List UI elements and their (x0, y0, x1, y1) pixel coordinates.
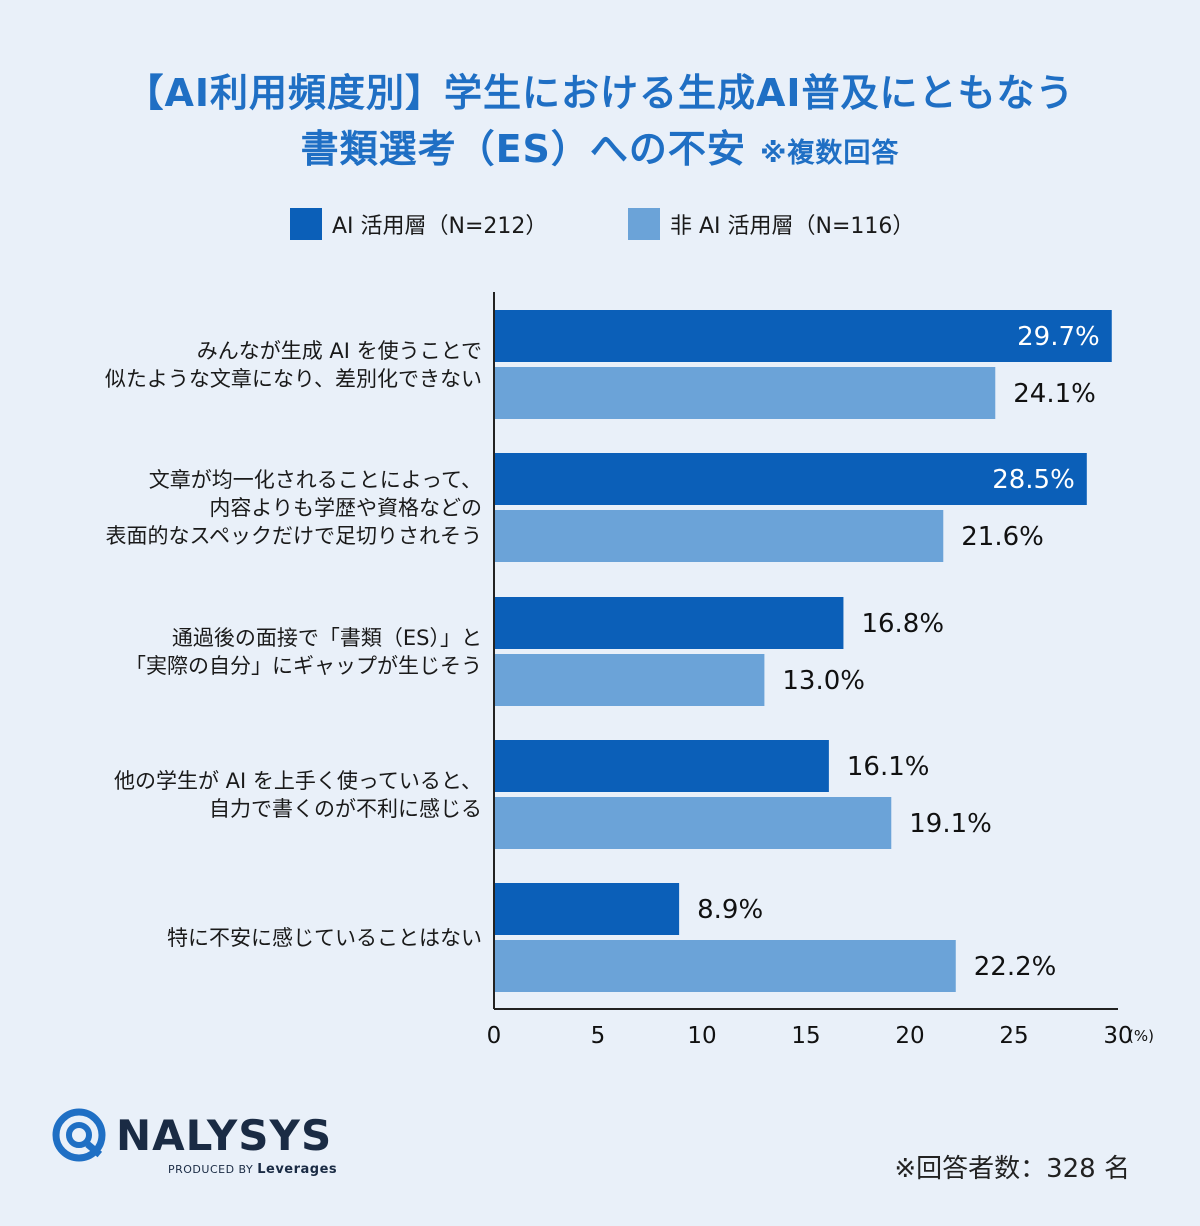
bar-ai-users-3 (494, 597, 844, 649)
x-tick-label-0: 0 (487, 1023, 502, 1049)
legend-label-ai-users: AI 活用層（N=212） (332, 214, 548, 239)
category-label-1: みんなが生成 AI を使うことで 似たような文章になり、差別化できない (104, 338, 482, 391)
bar-non-ai-users-3 (494, 654, 765, 706)
value-label-non-ai-users-3: 13.0% (782, 666, 865, 696)
bar-non-ai-users-5 (494, 940, 956, 992)
chart-title-line2: 書類選考（ES）への不安 ※複数回答 (0, 118, 1200, 173)
value-label-non-ai-users-2: 21.6% (961, 522, 1044, 552)
bar-ai-users-1 (494, 310, 1112, 362)
bar-chart: 29.7% 24.1% 28.5% 21.6% 16.8% 13.0% 16.1% 19.1%… (487, 292, 1154, 1049)
legend-label-non-ai-users: 非 AI 活用層（N=116） (670, 214, 915, 239)
legend-item-ai-users: AI 活用層（N=212） (290, 208, 547, 240)
category-label-5: 特に不安に感じていることはない (167, 925, 482, 950)
respondent-count-note: ※回答者数：328 名 (894, 1154, 1130, 1184)
value-label-non-ai-users-4: 19.1% (909, 809, 992, 839)
leverages-brand: Leverages (257, 1162, 338, 1177)
legend-swatch-ai-users (290, 208, 322, 240)
x-tick-label-5: 5 (591, 1023, 606, 1049)
value-label-ai-users-2: 28.5% (992, 465, 1075, 495)
bar-non-ai-users-2 (494, 510, 944, 562)
x-tick-label-30: 30 (1103, 1023, 1132, 1049)
category-label-2: 文章が均一化されることによって、 内容よりも学歴や資格などの 表面的なスペックだ… (105, 467, 482, 548)
legend-swatch-non-ai-users (628, 208, 660, 240)
value-label-ai-users-5: 8.9% (697, 895, 763, 925)
category-label-3: 通過後の面接で「書類（ES）」と 「実際の自分」にギャップが生じそう (125, 625, 482, 678)
produced-by-label: PRODUCED BY (168, 1163, 254, 1176)
value-label-ai-users-4: 16.1% (847, 752, 930, 782)
bar-non-ai-users-1 (494, 367, 996, 419)
chart-title-note: ※複数回答 (760, 138, 900, 169)
x-tick-label-15: 15 (791, 1023, 820, 1049)
value-label-ai-users-1: 29.7% (1017, 322, 1100, 352)
bar-ai-users-4 (494, 740, 829, 792)
chart-title-main: 書類選考（ES）への不安 (300, 127, 746, 171)
nalysys-logo-icon (52, 1108, 106, 1162)
x-tick-label-20: 20 (895, 1023, 924, 1049)
nalysys-logo-text: NALYSYS (116, 1110, 333, 1160)
x-tick-label-25: 25 (999, 1023, 1028, 1049)
value-label-non-ai-users-5: 22.2% (974, 952, 1057, 982)
nalysys-logo: NALYSYS (52, 1108, 332, 1162)
legend-item-non-ai-users: 非 AI 活用層（N=116） (628, 208, 914, 240)
value-label-ai-users-3: 16.8% (861, 609, 944, 639)
x-tick-label-10: 10 (687, 1023, 716, 1049)
produced-by: PRODUCED BY Leverages (168, 1162, 337, 1177)
bar-ai-users-2 (494, 453, 1087, 505)
value-label-non-ai-users-1: 24.1% (1013, 379, 1096, 409)
x-axis-unit: (%) (1128, 1027, 1154, 1045)
bar-ai-users-5 (494, 883, 680, 935)
category-label-4: 他の学生が AI を上手く使っていると、 自力で書くのが不利に感じる (113, 768, 482, 821)
chart-title-line1: 【AI利用頻度別】学生における生成AI普及にともなう (125, 71, 1075, 115)
bar-non-ai-users-4 (494, 797, 892, 849)
